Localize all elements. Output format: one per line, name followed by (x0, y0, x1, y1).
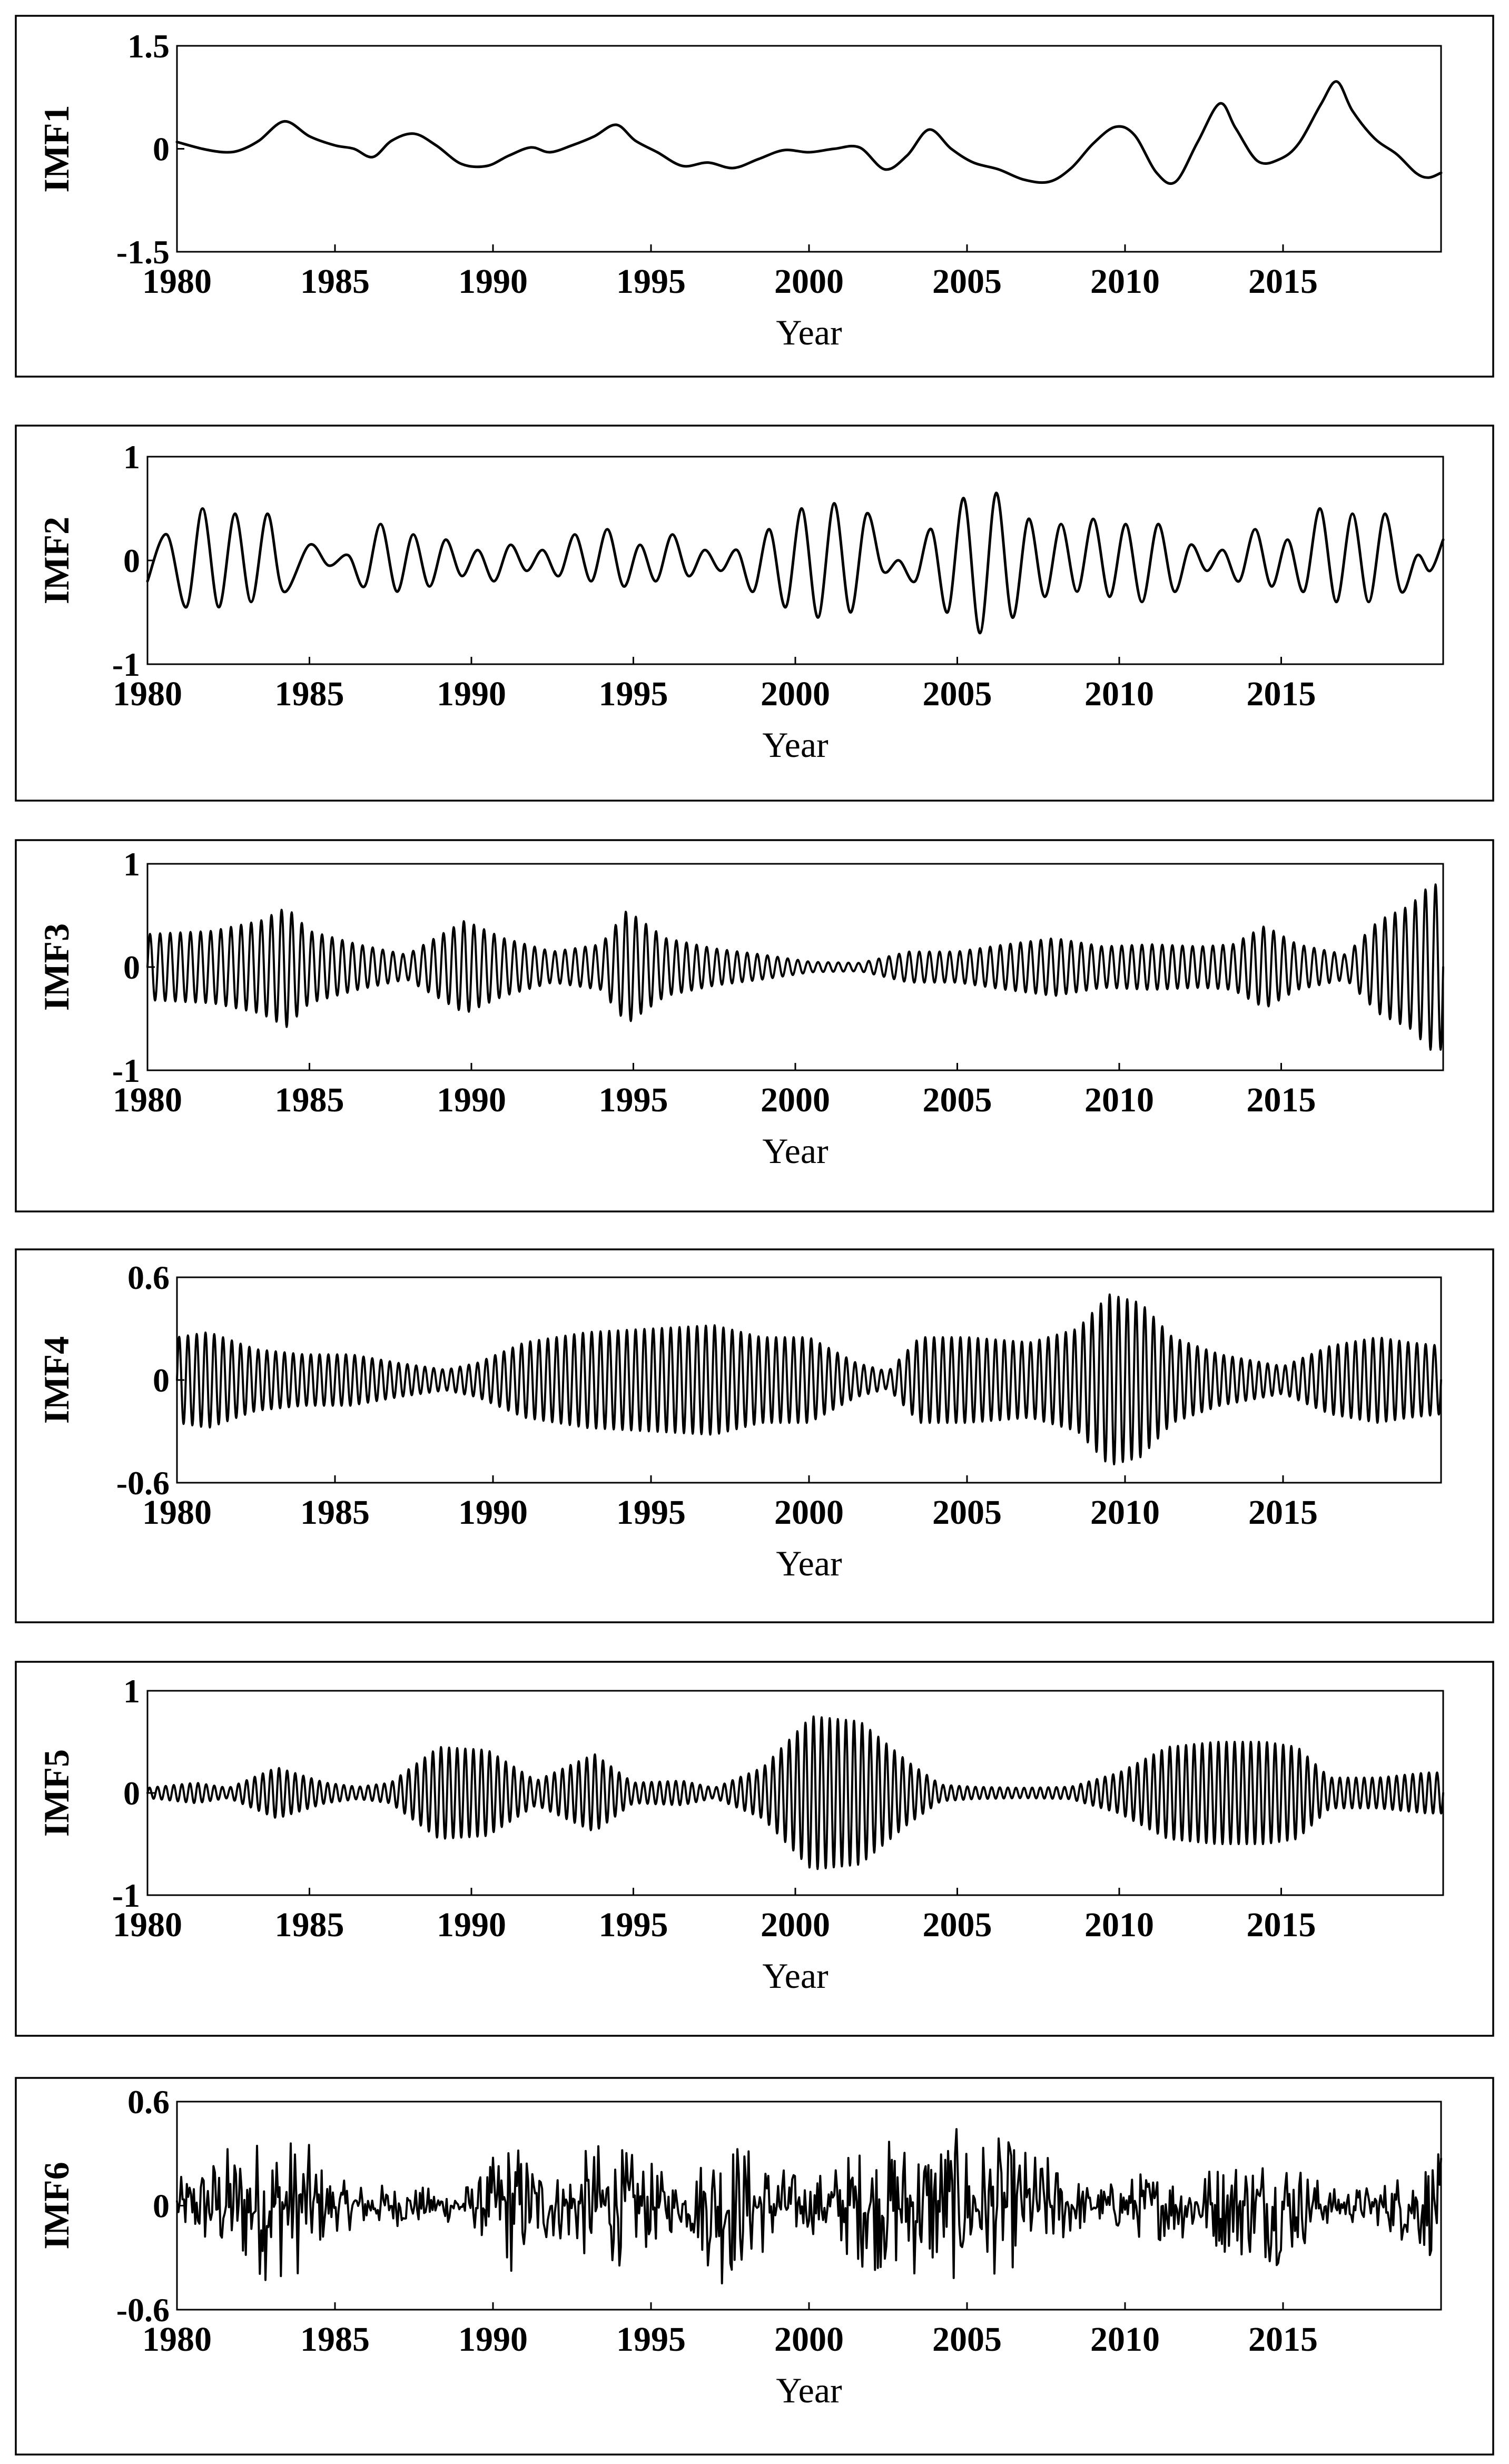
x-tick-label: 2000 (774, 2320, 844, 2359)
y-tick-label: -0.6 (116, 1464, 170, 1502)
x-tick-label: 1990 (458, 1493, 528, 1532)
series-line-imf3 (146, 883, 1444, 1051)
y-tick-label: 1 (123, 438, 140, 476)
x-tick-label: 1980 (113, 1081, 182, 1119)
x-tick-label: 2010 (1084, 1906, 1154, 1944)
panel-border (15, 839, 1494, 1213)
x-tick-label: 1990 (458, 262, 528, 301)
x-tick-label: 1985 (300, 2320, 370, 2359)
x-tick-label: 2010 (1084, 675, 1154, 713)
plot-area (146, 456, 1444, 665)
y-axis-label: IMF1 (36, 105, 76, 192)
y-tick-label: -1 (112, 646, 140, 683)
y-tick-label: 1.5 (127, 27, 170, 65)
y-tick-label: 0 (123, 542, 140, 579)
x-tick-label: 2000 (761, 1081, 830, 1119)
x-axis-label: Year (776, 1543, 842, 1583)
panel-border (15, 2077, 1494, 2456)
series-line-imf6 (176, 2128, 1442, 2284)
panel-border (15, 1661, 1494, 2037)
x-tick-label: 1980 (142, 1493, 212, 1532)
y-tick-label: -1 (112, 1052, 140, 1089)
y-tick-label: 1 (123, 1672, 140, 1710)
x-tick-label: 1980 (113, 1906, 182, 1944)
panel-border (15, 1248, 1494, 1623)
y-axis-label: IMF6 (36, 2162, 76, 2249)
y-tick-label: 1 (123, 845, 140, 883)
y-axis-label: IMF4 (36, 1336, 76, 1424)
x-axis-label: Year (762, 1131, 829, 1171)
x-axis-label: Year (776, 2370, 842, 2410)
x-tick-label: 1980 (142, 2320, 212, 2359)
y-tick-label: 0 (153, 1362, 170, 1399)
plot-area (176, 45, 1442, 253)
x-tick-label: 2005 (923, 1906, 992, 1944)
x-tick-label: 2015 (1247, 1081, 1316, 1119)
series-line-imf4 (176, 1293, 1442, 1465)
x-tick-label: 2005 (923, 1081, 992, 1119)
x-tick-label: 1995 (599, 1081, 668, 1119)
x-tick-label: 2010 (1090, 262, 1160, 301)
x-tick-label: 2010 (1090, 1493, 1160, 1532)
x-tick-label: 2005 (932, 262, 1002, 301)
x-tick-label: 1990 (458, 2320, 528, 2359)
x-axis-label: Year (762, 725, 829, 765)
x-tick-label: 2005 (932, 2320, 1002, 2359)
x-tick-label: 2000 (761, 1906, 830, 1944)
x-tick-label: 2010 (1090, 2320, 1160, 2359)
x-tick-label: 1995 (616, 2320, 686, 2359)
y-tick-label: 0 (123, 1775, 140, 1812)
x-tick-label: 1980 (113, 675, 182, 713)
y-tick-label: -1 (112, 1877, 140, 1914)
series-line-imf1 (175, 80, 1443, 185)
y-axis-label: IMF3 (36, 923, 76, 1011)
x-tick-label: 1995 (599, 675, 668, 713)
x-tick-label: 2015 (1247, 1906, 1316, 1944)
x-axis-label: Year (762, 1956, 829, 1996)
x-tick-label: 1985 (275, 675, 344, 713)
y-tick-label: 0 (123, 949, 140, 986)
y-tick-label: -1.5 (116, 233, 170, 271)
x-tick-label: 1985 (275, 1906, 344, 1944)
series-line-imf5 (146, 1715, 1444, 1870)
x-tick-label: 1985 (300, 1493, 370, 1532)
x-tick-label: 1990 (437, 1906, 506, 1944)
y-tick-label: 0 (153, 131, 170, 168)
x-tick-label: 1995 (616, 1493, 686, 1532)
y-axis-label: IMF5 (36, 1749, 76, 1837)
x-tick-label: 2015 (1247, 675, 1316, 713)
x-tick-label: 1995 (616, 262, 686, 301)
x-tick-label: 2015 (1248, 2320, 1318, 2359)
x-tick-label: 1995 (599, 1906, 668, 1944)
series-line-imf2 (146, 491, 1445, 635)
y-tick-label: 0.6 (127, 1259, 170, 1296)
x-tick-label: 2005 (932, 1493, 1002, 1532)
x-tick-label: 1985 (275, 1081, 344, 1119)
y-tick-label: -0.6 (116, 2291, 170, 2329)
panel-border (15, 15, 1494, 378)
y-tick-label: 0.6 (127, 2083, 170, 2121)
x-tick-label: 2000 (774, 262, 844, 301)
x-tick-label: 1990 (437, 675, 506, 713)
x-tick-label: 1990 (437, 1081, 506, 1119)
x-tick-label: 2010 (1084, 1081, 1154, 1119)
x-tick-label: 1985 (300, 262, 370, 301)
x-tick-label: 2000 (761, 675, 830, 713)
y-axis-label: IMF2 (36, 517, 76, 604)
x-axis-label: Year (776, 312, 842, 352)
x-tick-label: 1980 (142, 262, 212, 301)
x-tick-label: 2000 (774, 1493, 844, 1532)
x-tick-label: 2015 (1248, 1493, 1318, 1532)
x-tick-label: 2005 (923, 675, 992, 713)
panel-border (15, 425, 1494, 802)
x-tick-label: 2015 (1248, 262, 1318, 301)
y-tick-label: 0 (153, 2187, 170, 2225)
